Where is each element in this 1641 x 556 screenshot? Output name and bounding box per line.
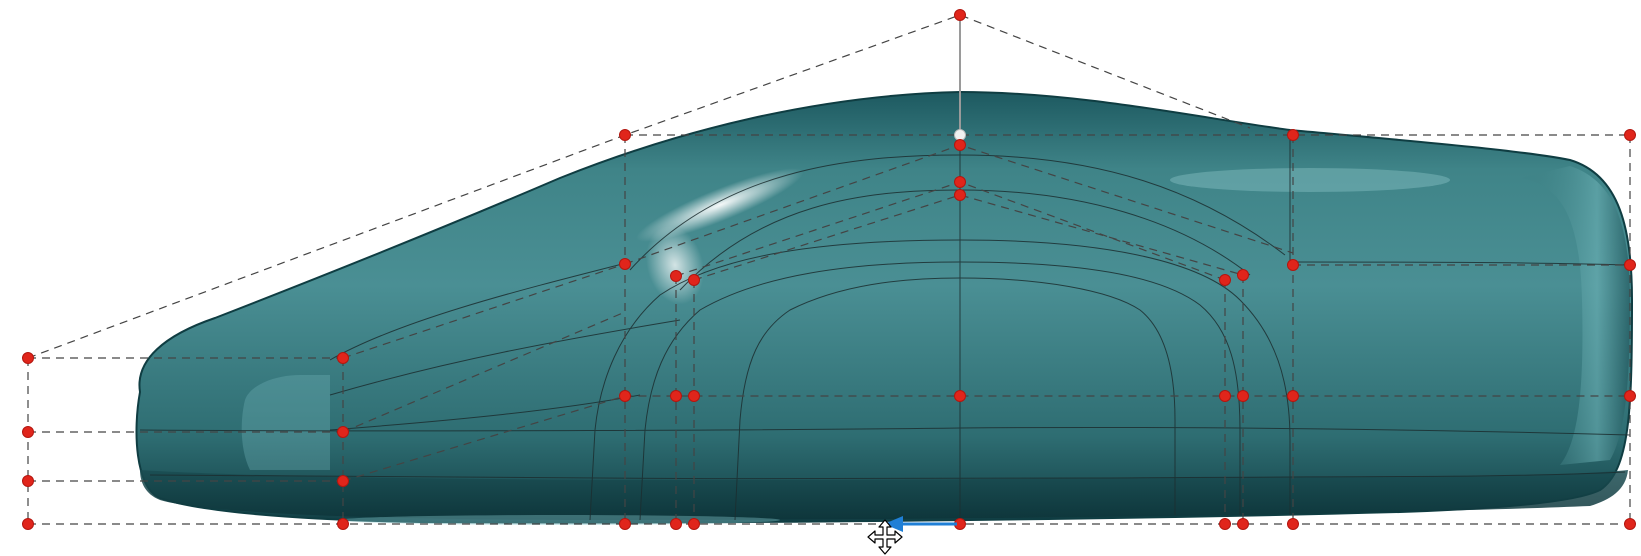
control-point[interactable]	[1287, 129, 1299, 141]
control-point[interactable]	[619, 390, 631, 402]
specular-highlight-3	[1170, 168, 1450, 192]
specular-highlight-4	[340, 515, 780, 525]
control-point[interactable]	[670, 390, 682, 402]
side-skirt	[140, 470, 1628, 520]
control-point[interactable]	[688, 518, 700, 530]
control-point[interactable]	[1287, 259, 1299, 271]
control-point[interactable]	[688, 390, 700, 402]
control-point[interactable]	[954, 139, 966, 151]
control-point[interactable]	[22, 352, 34, 364]
control-point[interactable]	[1237, 390, 1249, 402]
control-point[interactable]	[954, 9, 966, 21]
car-body[interactable]	[135, 90, 1634, 525]
control-point[interactable]	[954, 189, 966, 201]
control-point[interactable]	[1624, 390, 1636, 402]
control-points[interactable]	[22, 9, 1636, 530]
control-point[interactable]	[1624, 259, 1636, 271]
control-point[interactable]	[619, 518, 631, 530]
specular-highlight-2	[646, 225, 704, 305]
control-point[interactable]	[1219, 518, 1231, 530]
control-point[interactable]	[954, 390, 966, 402]
control-point[interactable]	[1624, 518, 1636, 530]
control-point[interactable]	[1624, 129, 1636, 141]
control-point[interactable]	[337, 518, 349, 530]
control-point[interactable]	[619, 129, 631, 141]
control-point[interactable]	[337, 426, 349, 438]
control-point[interactable]	[22, 426, 34, 438]
control-point[interactable]	[670, 518, 682, 530]
car-body-surface[interactable]	[135, 90, 1634, 524]
specular-highlight	[636, 168, 804, 242]
control-point[interactable]	[688, 274, 700, 286]
control-point[interactable]	[337, 352, 349, 364]
front-inset	[241, 375, 330, 470]
control-point[interactable]	[670, 270, 682, 282]
control-point[interactable]	[954, 176, 966, 188]
control-point[interactable]	[1237, 518, 1249, 530]
control-point[interactable]	[22, 518, 34, 530]
control-point[interactable]	[1219, 390, 1231, 402]
control-point[interactable]	[619, 258, 631, 270]
control-point[interactable]	[337, 475, 349, 487]
control-point[interactable]	[1219, 274, 1231, 286]
control-point[interactable]	[22, 475, 34, 487]
control-point[interactable]	[1287, 518, 1299, 530]
rear-panel	[1520, 166, 1630, 465]
control-point[interactable]	[1237, 269, 1249, 281]
control-point[interactable]	[954, 129, 966, 141]
control-point[interactable]	[1287, 390, 1299, 402]
